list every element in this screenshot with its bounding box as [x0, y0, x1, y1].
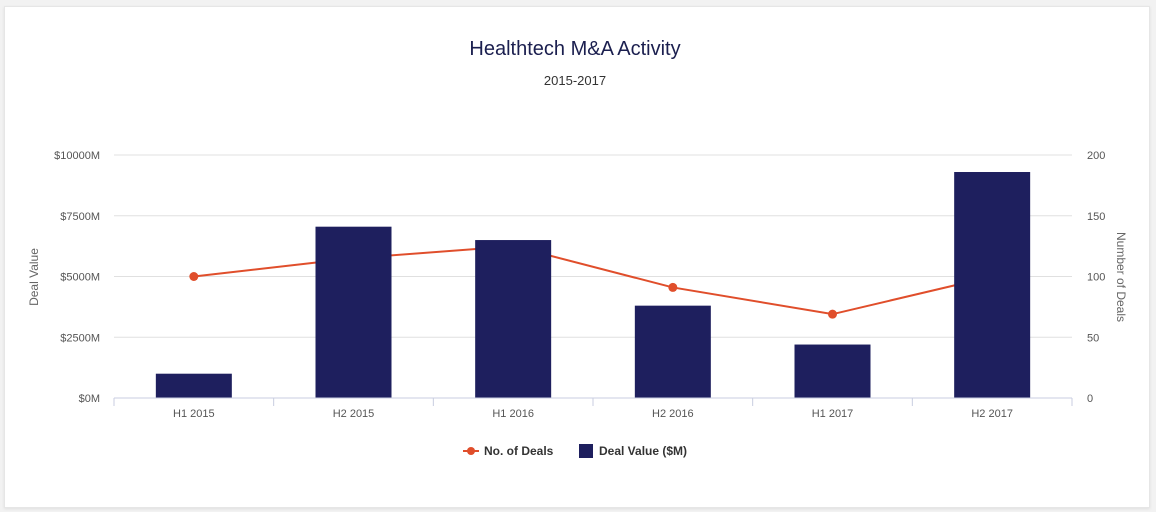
bar-deal-value[interactable] — [155, 373, 232, 398]
y-right-tick-label: 50 — [1087, 332, 1099, 344]
bar-deal-value[interactable] — [315, 226, 392, 398]
x-tick-label: H1 2017 — [812, 408, 854, 420]
y-axis-left: $0M $2500M $5000M $7500M $10000M — [54, 150, 100, 405]
point-deals[interactable] — [828, 309, 837, 319]
x-axis: H1 2015 H2 2015 H1 2016 H2 2016 H1 2017 H2 20… — [113, 397, 1073, 420]
y-axis-right: 0 50 100 150 200 — [1087, 150, 1105, 405]
x-tick-label: H2 2015 — [333, 408, 375, 420]
y-axis-left-title: Deal Value — [27, 248, 41, 306]
bar-deal-value[interactable] — [794, 344, 871, 398]
bar-series — [155, 172, 1031, 398]
gridlines — [114, 154, 1072, 338]
legend-item-value[interactable]: Deal Value ($M) — [579, 444, 687, 458]
bar-deal-value[interactable] — [634, 305, 711, 398]
legend-item-deals[interactable]: No. of Deals — [463, 444, 554, 458]
x-tick-label: H1 2016 — [492, 408, 534, 420]
bar-deal-value[interactable] — [475, 240, 552, 398]
chart-subtitle: 2015-2017 — [544, 73, 606, 88]
y-left-tick-label: $7500M — [60, 211, 100, 223]
chart-title: Healthtech M&A Activity — [469, 38, 680, 60]
y-left-tick-label: $0M — [79, 393, 100, 405]
y-right-tick-label: 0 — [1087, 393, 1093, 405]
legend-dot-marker — [467, 447, 475, 455]
line-deals — [193, 245, 993, 316]
x-tick-label: H2 2016 — [652, 408, 694, 420]
y-left-tick-label: $2500M — [60, 332, 100, 344]
y-right-tick-label: 150 — [1087, 211, 1105, 223]
point-deals[interactable] — [668, 282, 678, 292]
legend-square-marker — [579, 444, 593, 458]
y-right-tick-label: 200 — [1087, 150, 1105, 162]
legend-label-deals: No. of Deals — [484, 444, 554, 458]
y-left-tick-label: $5000M — [60, 272, 100, 284]
x-tick-label: H2 2017 — [971, 408, 1013, 420]
legend-label-value: Deal Value ($M) — [599, 444, 687, 458]
legend: No. of Deals Deal Value ($M) — [463, 444, 687, 458]
y-right-tick-label: 100 — [1087, 272, 1105, 284]
x-tick-label: H1 2015 — [173, 408, 215, 420]
y-axis-right-title: Number of Deals — [1114, 232, 1128, 322]
bar-deal-value[interactable] — [954, 172, 1031, 398]
line-series — [189, 241, 997, 319]
y-left-tick-label: $10000M — [54, 150, 100, 162]
point-deals[interactable] — [189, 272, 199, 281]
